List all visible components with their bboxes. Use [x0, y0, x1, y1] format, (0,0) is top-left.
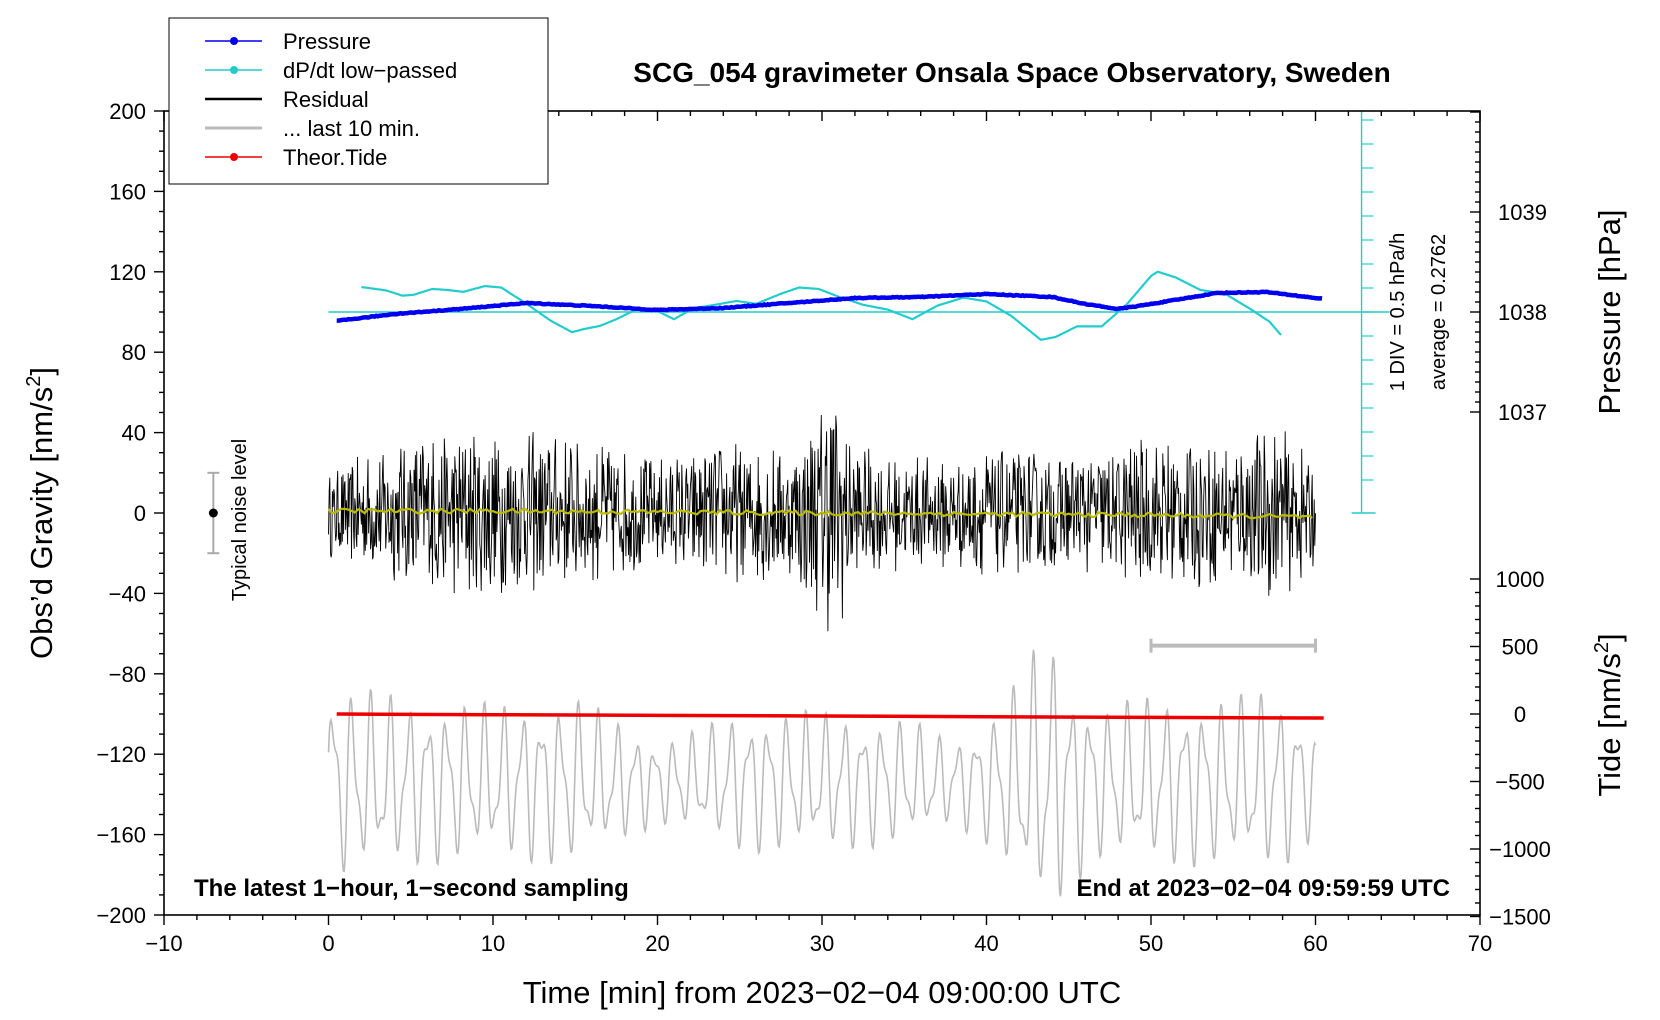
x-tick-label: 0 — [322, 931, 334, 956]
tide-tick-label: 0 — [1514, 702, 1526, 727]
y-tick-label: 40 — [122, 421, 146, 446]
annotation-end-time: End at 2023−02−04 09:59:59 UTC — [1076, 875, 1450, 902]
y-tick-label: −160 — [96, 823, 146, 848]
y-tick-label: −200 — [96, 903, 146, 928]
y-axis-title-tide: Tide [nm/s2] — [1591, 633, 1627, 796]
x-tick-label: 50 — [1139, 931, 1163, 956]
y-axis-title-gravity-text: Obs’d Gravity [nm/s — [24, 387, 59, 659]
y-tick-label: 0 — [134, 501, 146, 526]
y-tick-label: 160 — [109, 179, 146, 204]
legend: Pressure dP/dt low−passed Residual ... last… — [168, 17, 549, 185]
x-tick-label: 70 — [1468, 931, 1492, 956]
x-axis-title: Time [min] from 2023−02−04 09:00:00 UTC — [523, 975, 1122, 1010]
series-last-10-min — [327, 649, 1317, 897]
y-tick-label: −80 — [109, 662, 146, 687]
legend-swatch-marker — [230, 66, 238, 74]
x-tick-label: 40 — [974, 931, 998, 956]
tide-tick-label: −500 — [1495, 770, 1545, 795]
x-axis: −10 0 10 20 30 40 50 60 70 — [145, 111, 1492, 956]
series-theor-tide — [336, 712, 1324, 720]
y-axis-title-tide-sup: 2 — [1591, 642, 1613, 653]
y-axis-title-pressure: Pressure [hPa] — [1592, 209, 1627, 414]
y-axis-title-gravity-end: ] — [24, 367, 59, 376]
x-tick-label: 10 — [481, 931, 505, 956]
legend-swatch-marker — [230, 37, 238, 45]
pressure-tick-label: 1038 — [1498, 300, 1547, 325]
series-dpdt — [361, 270, 1282, 341]
series-residual-smoothed — [327, 507, 1313, 520]
y-tick-label: 120 — [109, 260, 146, 285]
y-tick-label: 200 — [109, 99, 146, 124]
y-axis-title-tide-end: ] — [1592, 633, 1627, 642]
y-axis-title-tide-text: Tide [nm/s — [1592, 653, 1627, 797]
data-layer — [207, 111, 1390, 897]
legend-swatch-marker — [230, 153, 238, 161]
y-axis-title-gravity-sup: 2 — [23, 376, 45, 387]
legend-label: Pressure — [283, 29, 371, 54]
y-axis-gravity: 200 160 120 80 40 0 −40 −80 −120 −160 −200 — [96, 99, 164, 928]
pressure-tick-label: 1037 — [1498, 400, 1547, 425]
pressure-tick-label: 1039 — [1498, 200, 1547, 225]
noise-level-label: Typical noise level — [229, 439, 251, 601]
chart-title: SCG_054 gravimeter Onsala Space Observat… — [633, 57, 1390, 88]
legend-label: Theor.Tide — [283, 145, 387, 170]
tide-tick-label: 500 — [1502, 635, 1539, 660]
tide-tick-label: 1000 — [1496, 567, 1545, 592]
x-tick-label: −10 — [145, 931, 182, 956]
y-axis-tide: 1000 500 0 −500 −1000 −1500 — [1470, 567, 1551, 930]
y-tick-label: −40 — [109, 581, 146, 606]
scale-average-label: average = 0.2762 — [1428, 234, 1450, 390]
y-tick-label: 80 — [122, 340, 146, 365]
x-tick-label: 30 — [810, 931, 834, 956]
legend-items: Pressure dP/dt low−passed Residual ... last… — [205, 29, 457, 170]
legend-label: Residual — [283, 87, 369, 112]
tide-tick-label: −1500 — [1489, 905, 1551, 930]
y-axis-pressure: 1039 1038 1037 — [1470, 111, 1547, 425]
legend-label: ... last 10 min. — [283, 116, 420, 141]
y-tick-label: −120 — [96, 742, 146, 767]
scale-div-label: 1 DIV = 0.5 hPa/h — [1387, 233, 1409, 391]
y-axis-title-gravity: Obs’d Gravity [nm/s2] — [23, 367, 59, 659]
x-tick-label: 60 — [1303, 931, 1327, 956]
series-residual — [328, 414, 1316, 632]
series-pressure — [336, 289, 1323, 323]
tide-tick-label: −1000 — [1489, 837, 1551, 862]
x-tick-label: 20 — [645, 931, 669, 956]
noise-bar-dot — [208, 508, 218, 518]
annotation-sampling: The latest 1−hour, 1−second sampling — [194, 875, 629, 902]
legend-label: dP/dt low−passed — [283, 58, 457, 83]
